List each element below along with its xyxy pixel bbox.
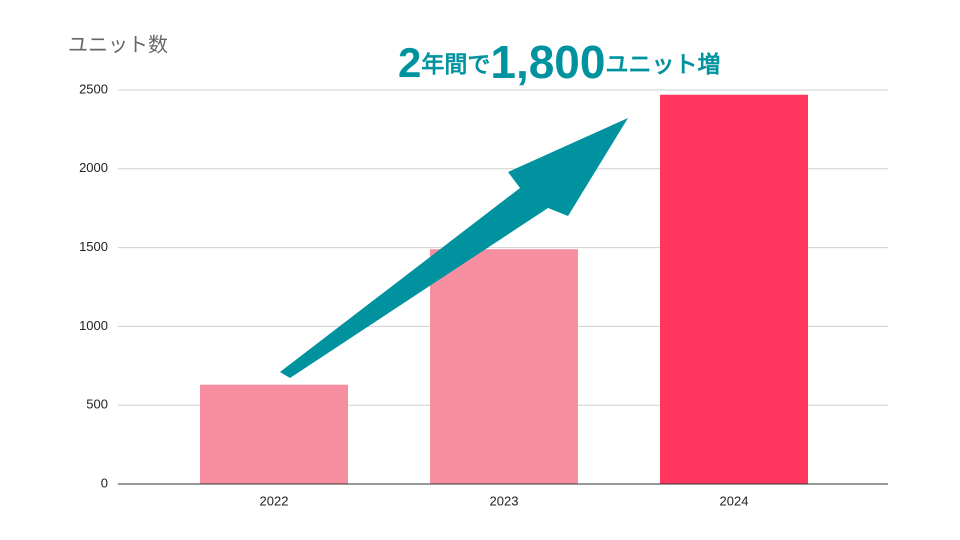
- annotation-part: 年間で: [421, 51, 490, 77]
- y-tick-label: 1000: [79, 318, 108, 333]
- x-tick-label: 2024: [720, 493, 749, 508]
- y-tick-label: 1500: [79, 239, 108, 254]
- y-axis-label: ユニット数: [68, 33, 168, 56]
- bar: [430, 249, 578, 484]
- annotation-part: 2: [398, 39, 421, 86]
- trend-arrow: [280, 118, 628, 378]
- y-tick-label: 0: [101, 475, 108, 490]
- x-tick-label: 2022: [260, 493, 289, 508]
- annotation-part: 1,800: [490, 36, 605, 88]
- annotation: 2年間で1,800ユニット増: [398, 36, 720, 88]
- bar: [660, 94, 808, 484]
- annotation-part: ユニット増: [605, 51, 720, 77]
- bar: [200, 384, 348, 484]
- x-tick-label: 2023: [490, 493, 519, 508]
- y-tick-label: 500: [86, 397, 108, 412]
- y-tick-label: 2500: [79, 81, 108, 96]
- y-tick-label: 2000: [79, 160, 108, 175]
